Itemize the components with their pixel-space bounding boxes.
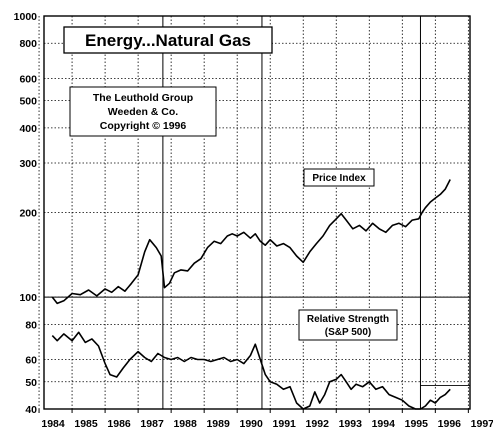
x-tick-label: 1990 <box>240 418 264 430</box>
price-index-label: Price Index <box>312 173 366 184</box>
x-tick-label: 1991 <box>273 418 297 430</box>
credit-box: The Leuthold Group Weeden & Co. Copyrigh… <box>69 86 217 137</box>
price-index-label-box: Price Index <box>303 168 375 187</box>
x-tick-labels: 1984 1985 1986 1987 1988 1989 1990 1991 1992 1993… <box>41 418 493 430</box>
credit-line-2: Weeden & Co. <box>108 106 178 118</box>
title-box: Energy...Natural Gas <box>63 26 273 54</box>
relative-strength-label-box: Relative Strength (S&P 500) <box>298 309 398 341</box>
y-tick-label: 80 <box>25 319 37 331</box>
credit-line-1: The Leuthold Group <box>93 92 193 104</box>
relative-strength-label-line-2: (S&P 500) <box>325 327 372 338</box>
y-tick-label: 40 <box>25 404 37 416</box>
plot-frame <box>43 15 471 410</box>
chart-title: Energy...Natural Gas <box>85 31 251 50</box>
x-tick-label: 1997 <box>471 418 493 430</box>
y-tick-label: 60 <box>25 354 37 366</box>
x-tick-label: 1988 <box>173 418 197 430</box>
y-tick-label: 500 <box>19 96 37 108</box>
x-tick-label: 1985 <box>74 418 98 430</box>
grid <box>38 15 470 410</box>
y-tick-label: 100 <box>19 292 37 304</box>
series <box>51 179 451 410</box>
credit-line-3: Copyright © 1996 <box>100 120 187 132</box>
y-tick-label: 200 <box>19 208 37 220</box>
x-tick-label: 1995 <box>405 418 429 430</box>
y-tick-labels: 40 50 60 80 100 200 300 400 500 600 800 1000 <box>14 11 38 416</box>
y-tick-label: 800 <box>19 38 37 50</box>
price-index-line <box>51 179 451 305</box>
y-tick-label: 50 <box>25 377 37 389</box>
x-tick-label: 1987 <box>140 418 164 430</box>
relative-strength-line <box>51 331 451 410</box>
y-tick-label: 300 <box>19 158 37 170</box>
x-tick-label: 1994 <box>372 418 396 430</box>
y-tick-label: 400 <box>19 123 37 135</box>
x-tick-label: 1984 <box>41 418 65 430</box>
relative-strength-label-line-1: Relative Strength <box>307 314 389 325</box>
x-tick-label: 1986 <box>107 418 131 430</box>
x-tick-label: 1992 <box>306 418 330 430</box>
y-tick-label: 1000 <box>14 11 38 23</box>
axes <box>38 15 471 413</box>
x-tick-label: 1996 <box>438 418 462 430</box>
y-tick-label: 600 <box>19 73 37 85</box>
x-tick-label: 1993 <box>339 418 363 430</box>
x-tick-label: 1989 <box>206 418 230 430</box>
